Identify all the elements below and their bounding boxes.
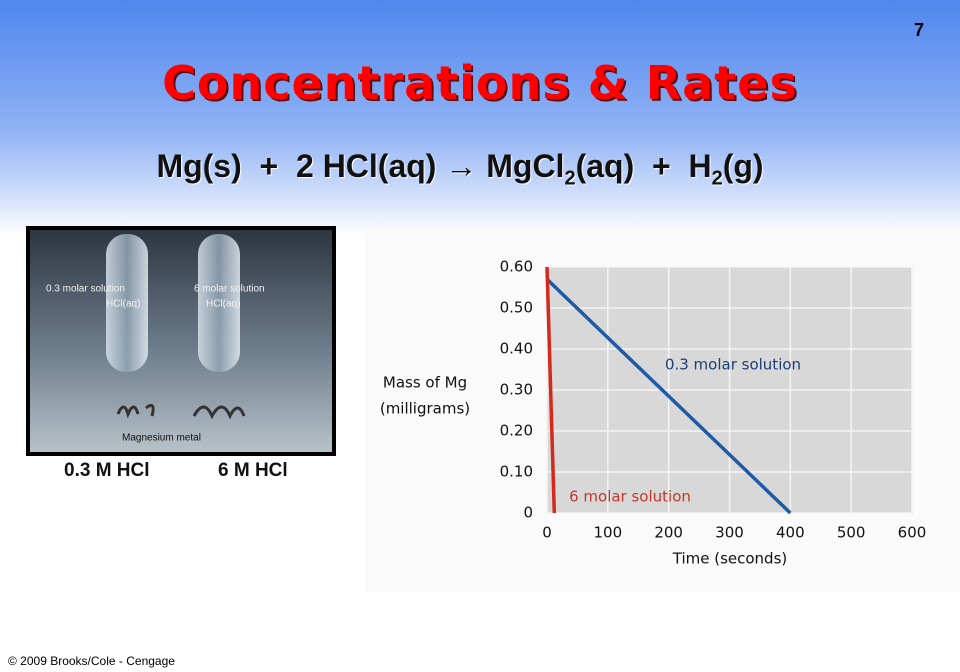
x-tick-label: 500	[837, 524, 866, 542]
x-tick-label: 400	[776, 524, 805, 542]
test-tube	[106, 234, 148, 372]
equation: Mg(s) + 2 HCl(aq) → MgCl2(aq) + H2(g)	[0, 148, 920, 190]
caption: 0.3 M HCl	[64, 460, 150, 481]
equation-subscript: 2	[564, 167, 576, 190]
series-label: 6 molar solution	[569, 488, 691, 506]
equation-part: MgCl	[477, 148, 565, 184]
equation-part: (aq) + H	[575, 148, 712, 184]
y-tick-label: 0.30	[500, 381, 533, 399]
x-axis-label: Time (seconds)	[672, 550, 788, 568]
equation-subscript: 2	[711, 167, 723, 190]
y-tick-label: 0.50	[500, 299, 533, 317]
magnesium-ribbon	[192, 405, 246, 420]
equation-part: →	[445, 148, 478, 184]
photo-label: 0.3 molar solution	[46, 284, 125, 295]
series-label: 0.3 molar solution	[665, 356, 801, 374]
x-tick-label: 100	[594, 524, 623, 542]
photo: 0.3 molar solution HCl(aq) 6 molar solut…	[26, 226, 336, 456]
photo-label: HCl(aq)	[206, 299, 240, 310]
equation-part: (g)	[722, 148, 764, 184]
y-tick-label: 0.40	[500, 340, 533, 358]
chart: 0 0.10 0.20 0.30 0.40 0.50 0.60 0 100 200 300 400 50…	[365, 225, 960, 592]
data-line	[545, 266, 557, 514]
test-tube	[198, 234, 240, 372]
x-tick-label: 300	[715, 524, 744, 542]
slide-title: Concentrations & Rates	[162, 56, 798, 110]
x-tick-label: 0	[542, 524, 552, 542]
x-tick-label: 200	[654, 524, 683, 542]
y-tick-label: 0.20	[500, 422, 533, 440]
photo-label: HCl(aq)	[106, 299, 140, 310]
photo-label: 6 molar solution	[194, 284, 265, 295]
y-tick-label: 0.60	[500, 258, 533, 276]
magnesium-ribbon	[116, 403, 155, 419]
photo-frame	[26, 226, 336, 456]
footer: © 2009 Brooks/Cole - Cengage	[8, 654, 175, 668]
data-line	[545, 278, 792, 515]
page-number: 7	[913, 20, 924, 40]
y-axis-label: Mass of Mg	[383, 374, 467, 392]
caption: 6 M HCl	[218, 460, 288, 481]
x-tick-label: 600	[898, 524, 927, 542]
y-tick-label: 0	[523, 504, 533, 522]
y-tick-label: 0.10	[500, 463, 533, 481]
equation-part: Mg(s) + 2 HCl(aq)	[156, 148, 446, 184]
photo-label: Magnesium metal	[122, 433, 201, 444]
y-axis-label: (milligrams)	[380, 400, 470, 418]
